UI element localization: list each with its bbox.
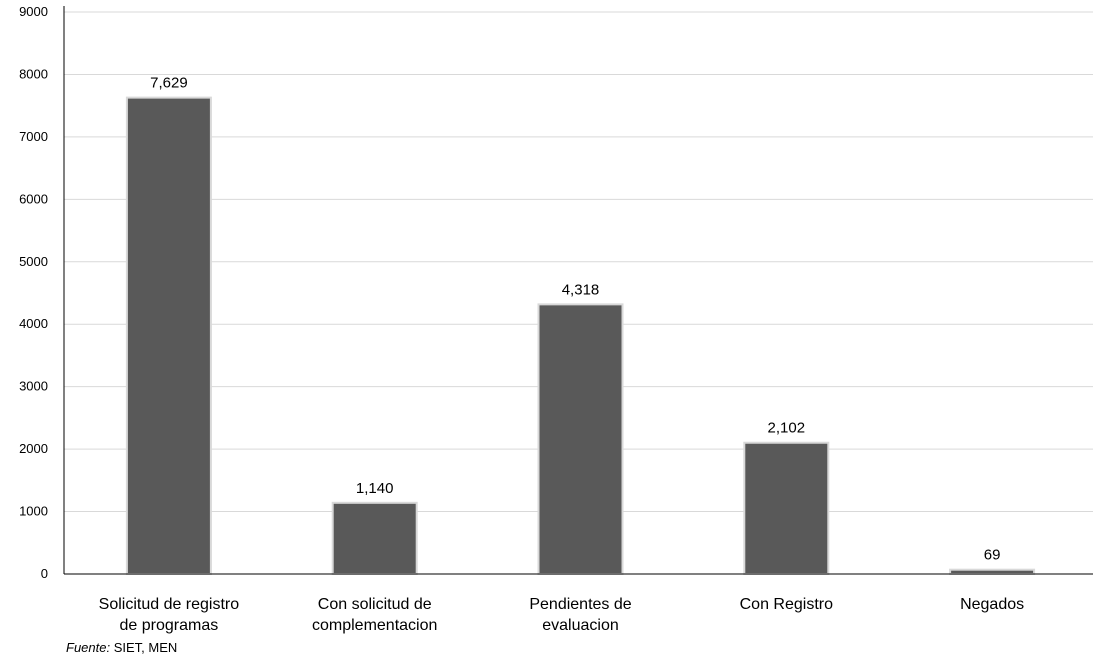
data-label: 2,102 — [768, 420, 806, 437]
x-category-label: Pendientes de — [529, 596, 631, 613]
x-category-label: de programas — [120, 617, 219, 634]
y-tick-label: 7000 — [19, 129, 48, 144]
y-tick-label: 6000 — [19, 191, 48, 206]
y-tick-label: 8000 — [19, 66, 48, 81]
bar — [125, 96, 212, 576]
y-tick-label: 9000 — [19, 4, 48, 19]
data-label: 69 — [984, 547, 1001, 564]
x-category-label: evaluacion — [542, 617, 619, 634]
data-label: 1,140 — [356, 480, 394, 497]
y-tick-label: 5000 — [19, 254, 48, 269]
y-tick-label: 0 — [41, 566, 48, 581]
y-tick-label: 4000 — [19, 316, 48, 331]
x-category-label: Negados — [960, 596, 1024, 613]
x-axis: Solicitud de registro de programas Con sol… — [64, 573, 1093, 634]
bar — [537, 303, 624, 575]
bars — [125, 96, 1036, 576]
bar-chart: 0 1000 2000 3000 4000 5000 6000 7000 8000 9000 7,… — [19, 4, 1093, 634]
data-label: 7,629 — [150, 75, 188, 92]
source-note: Fuente: SIET, MEN — [66, 640, 177, 655]
y-tick-label: 1000 — [19, 504, 48, 519]
source-prefix: Fuente: — [66, 640, 111, 655]
gridlines — [64, 11, 1093, 513]
bar — [743, 441, 830, 576]
data-label: 4,318 — [562, 281, 600, 298]
x-category-label: Con Registro — [740, 596, 833, 613]
y-tick-label: 2000 — [19, 441, 48, 456]
y-axis: 0 1000 2000 3000 4000 5000 6000 7000 8000 9000 — [19, 4, 65, 581]
bar — [331, 501, 418, 575]
data-labels: 7,629 1,140 4,318 2,102 69 — [150, 75, 1000, 564]
y-tick-label: 3000 — [19, 379, 48, 394]
x-category-label: Con solicitud de — [318, 596, 432, 613]
source-text: SIET, MEN — [110, 640, 178, 655]
bar — [949, 568, 1036, 576]
x-category-label: complementacion — [312, 617, 437, 634]
x-category-label: Solicitud de registro — [99, 596, 240, 613]
